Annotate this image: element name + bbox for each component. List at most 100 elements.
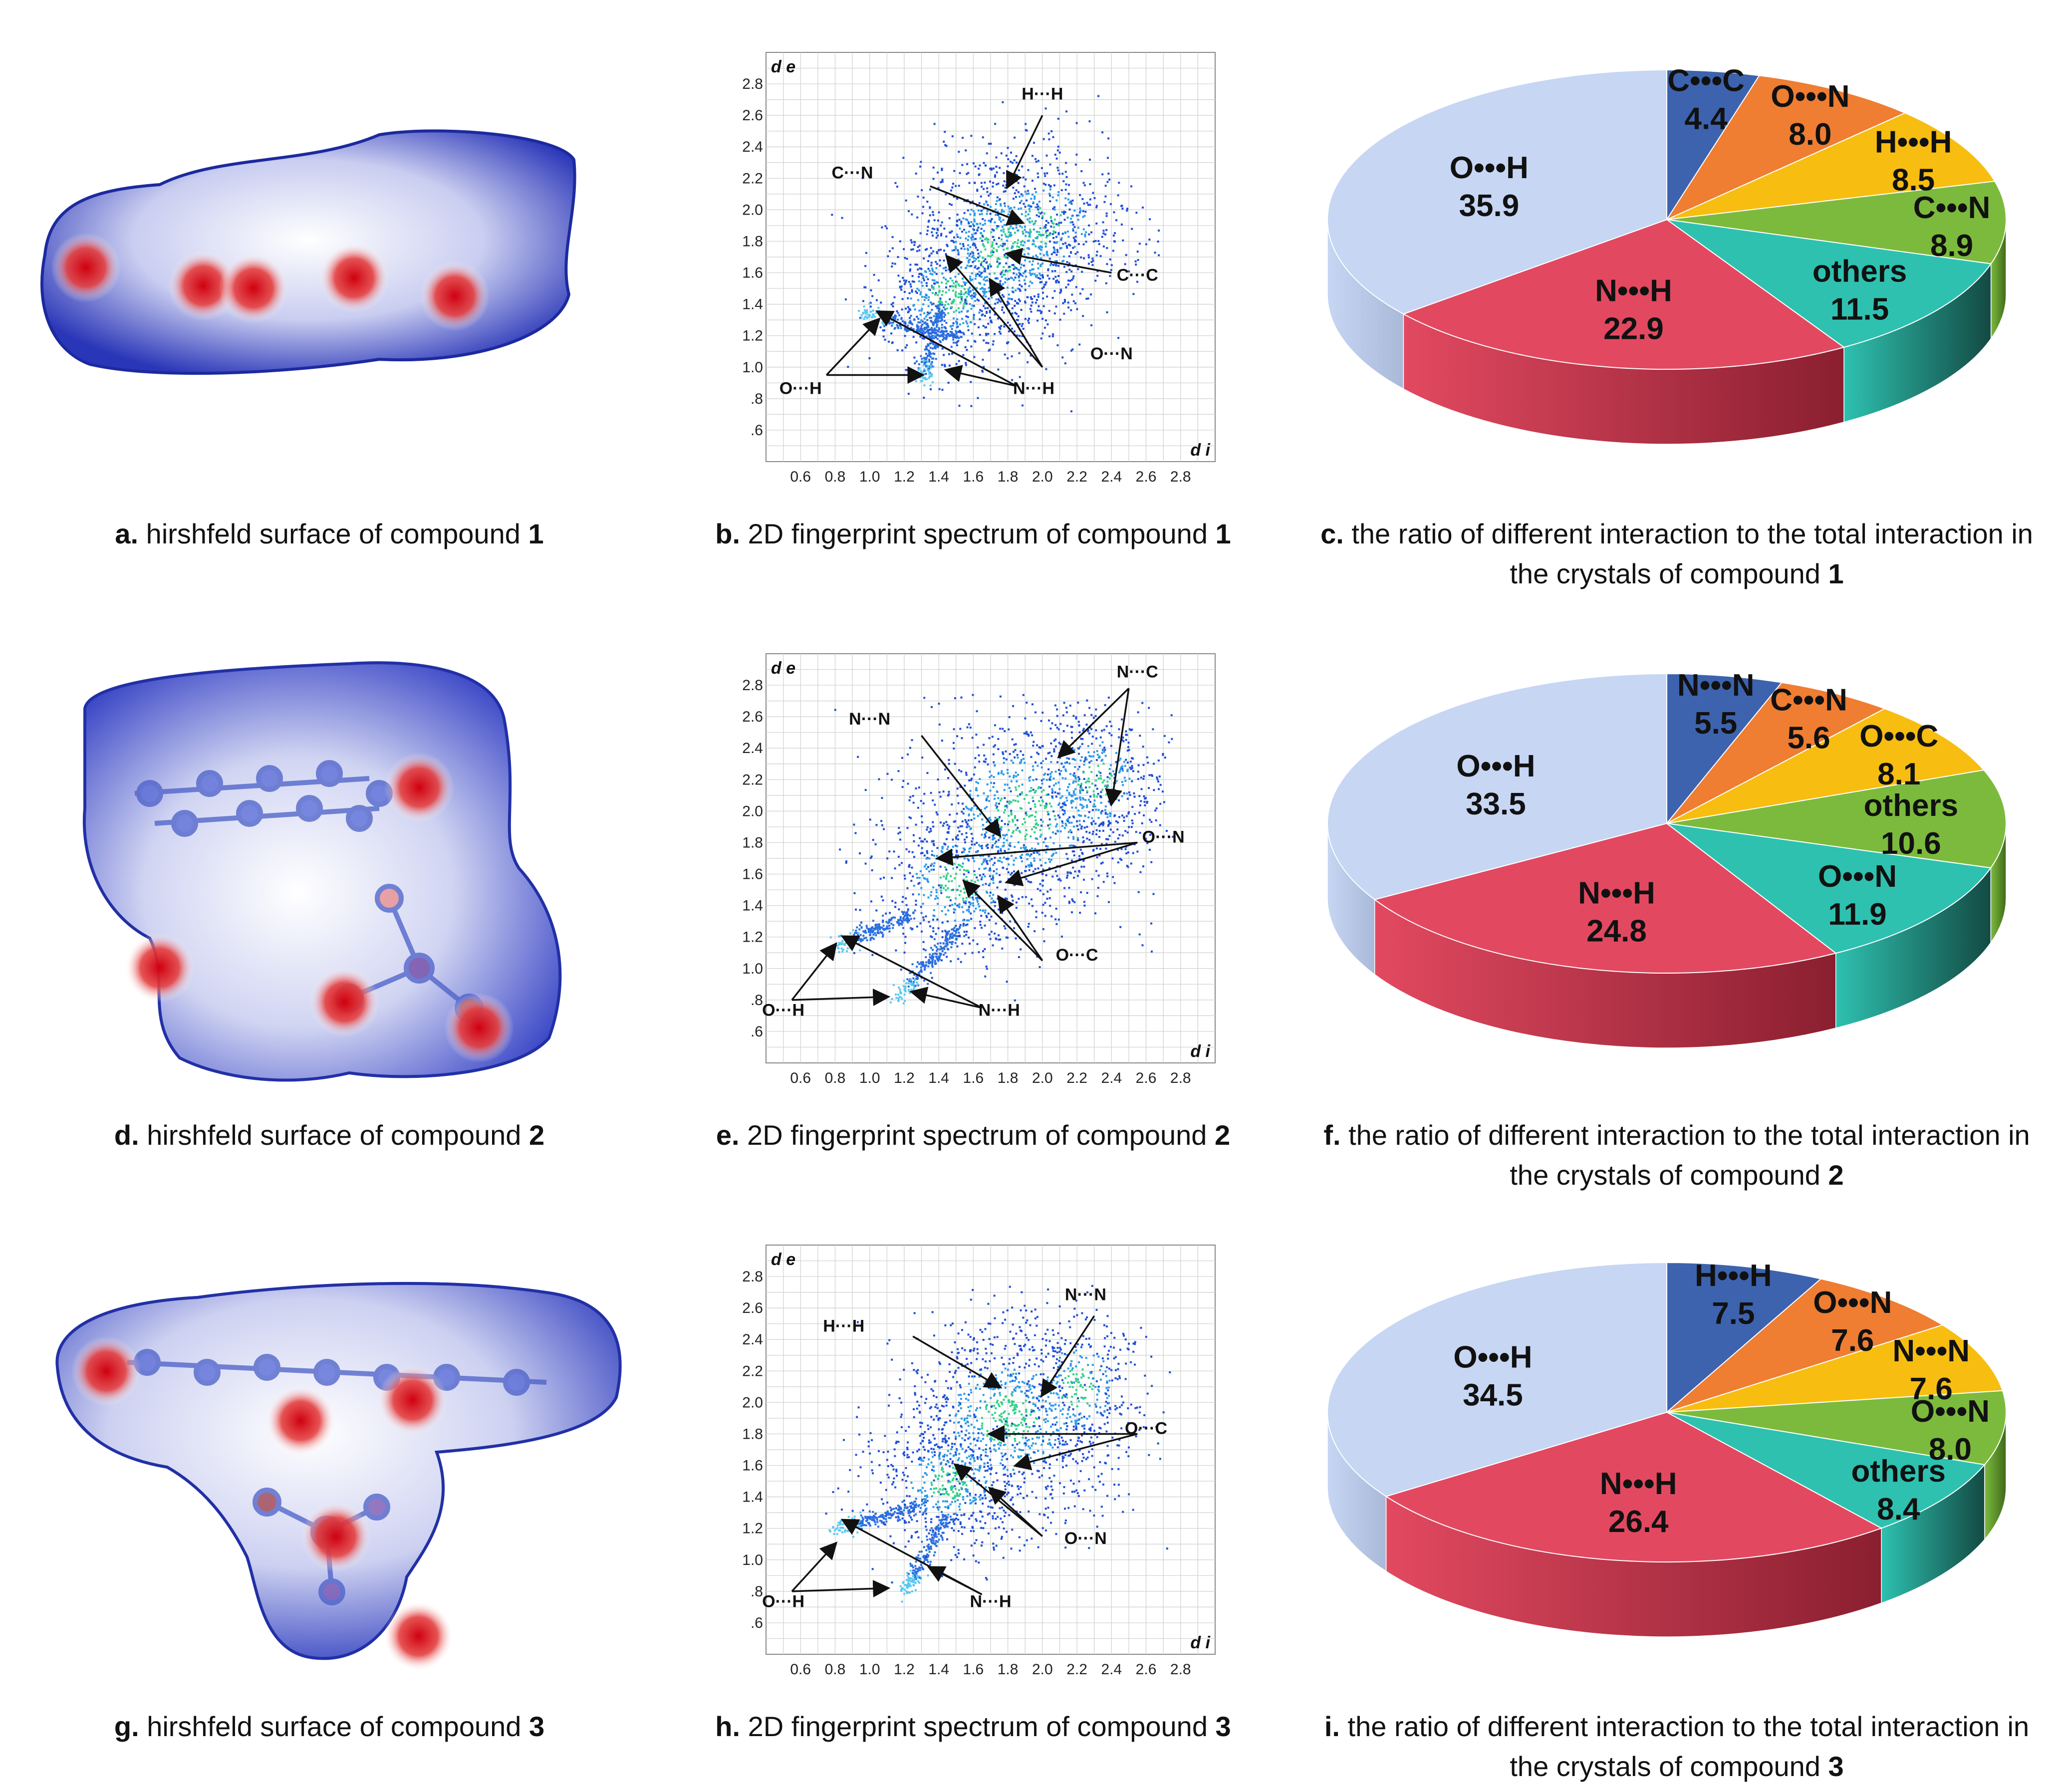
fingerprint-point [1041,217,1043,220]
fingerprint-point [1095,254,1098,256]
caption-d: d. hirshfeld surface of compound 2 [114,1119,545,1151]
fingerprint-point [1098,830,1101,832]
fingerprint-point [893,296,896,298]
fingerprint-point [1085,297,1088,300]
fingerprint-point [1042,904,1044,906]
fingerprint-point [900,318,903,320]
fingerprint-point [884,225,887,228]
fingerprint-point [923,327,926,329]
fingerprint-point [1115,752,1117,754]
fingerprint-point [1006,278,1009,281]
fingerprint-point [1003,1528,1005,1530]
fingerprint-point [854,932,856,934]
fingerprint-point [978,282,981,284]
fingerprint-point [1010,813,1013,816]
fingerprint-point [969,903,972,906]
fingerprint-point [979,334,981,336]
fingerprint-point [1011,277,1014,279]
fingerprint-point [1050,742,1052,745]
fingerprint-point [964,282,967,284]
fingerprint-point [924,949,927,952]
fingerprint-point [1050,262,1052,265]
fingerprint-point [932,840,935,842]
fingerprint-point [969,896,971,899]
fingerprint-point [1048,802,1051,805]
fingerprint-point [935,260,937,263]
fingerprint-point [966,836,968,838]
annotation-arrow [989,277,1043,368]
fingerprint-point [967,172,970,174]
fingerprint-point [1011,220,1013,222]
fingerprint-point [1053,750,1055,753]
fingerprint-point [1067,836,1069,839]
fingerprint-point [1040,824,1042,827]
fingerprint-point [1058,151,1061,154]
fingerprint-point [977,1428,980,1430]
fingerprint-point [1065,183,1067,186]
fingerprint-point [930,947,932,949]
fingerprint-point [899,916,902,918]
fingerprint-point [1057,169,1059,172]
fingerprint-point [875,923,877,926]
fingerprint-point [948,941,951,944]
fingerprint-point [927,332,930,335]
fingerprint-point [1041,820,1044,823]
fingerprint-point [964,288,966,290]
fingerprint-point [972,244,974,246]
fingerprint-point [1024,300,1027,303]
fingerprint-point [952,937,954,939]
fingerprint-point [1053,312,1056,315]
fingerprint-point [957,273,960,275]
fingerprint-point [1063,895,1066,898]
fingerprint-point [894,916,896,919]
fingerprint-point [1151,774,1153,777]
fingerprint-point [953,196,955,198]
fingerprint-point [1131,822,1134,824]
fingerprint-point [1045,220,1047,222]
fingerprint-point [977,326,980,328]
fingerprint-point [909,972,911,974]
fingerprint-point [1041,287,1043,289]
fingerprint-point [874,843,877,845]
fingerprint-point [1023,844,1025,846]
fingerprint-point [897,312,899,314]
fingerprint-point [1121,780,1123,783]
fingerprint-point [997,797,1000,799]
fingerprint-point [1076,214,1078,217]
fingerprint-point [945,338,948,340]
fingerprint-point [1094,822,1097,825]
fingerprint-point [937,187,940,189]
fingerprint-point [947,932,949,935]
fingerprint-point [959,728,962,730]
fingerprint-point [969,303,971,305]
fingerprint-point [931,936,933,938]
fingerprint-point [975,232,977,235]
fingerprint-point [1126,768,1129,771]
fingerprint-point [1022,754,1025,756]
fingerprint-point [1013,279,1015,281]
fingerprint-point [1008,814,1010,817]
fingerprint-point [1030,274,1032,276]
fingerprint-point [967,253,969,255]
fingerprint-point [1017,841,1020,843]
fingerprint-point [935,891,938,894]
fingerprint-point [1027,213,1030,216]
slice-value: 8.5 [1892,163,1935,198]
fingerprint-point [968,261,970,263]
fingerprint-point [999,198,1001,201]
fingerprint-point [1039,804,1042,806]
fingerprint-point [1080,738,1082,740]
fingerprint-point [960,890,962,892]
fingerprint-point [1045,802,1047,805]
contact-spot [125,933,195,1003]
fingerprint-point [898,314,901,316]
fingerprint-point [859,909,861,911]
fingerprint-point [1089,183,1091,186]
fingerprint-point [1072,836,1074,838]
fingerprint-point [1114,840,1116,843]
fingerprint-point [865,932,867,934]
fingerprint-point [1046,897,1048,900]
fingerprint-point [1117,861,1119,864]
y-tick-label: 2.0 [742,1394,763,1411]
fingerprint-point [1041,234,1043,236]
